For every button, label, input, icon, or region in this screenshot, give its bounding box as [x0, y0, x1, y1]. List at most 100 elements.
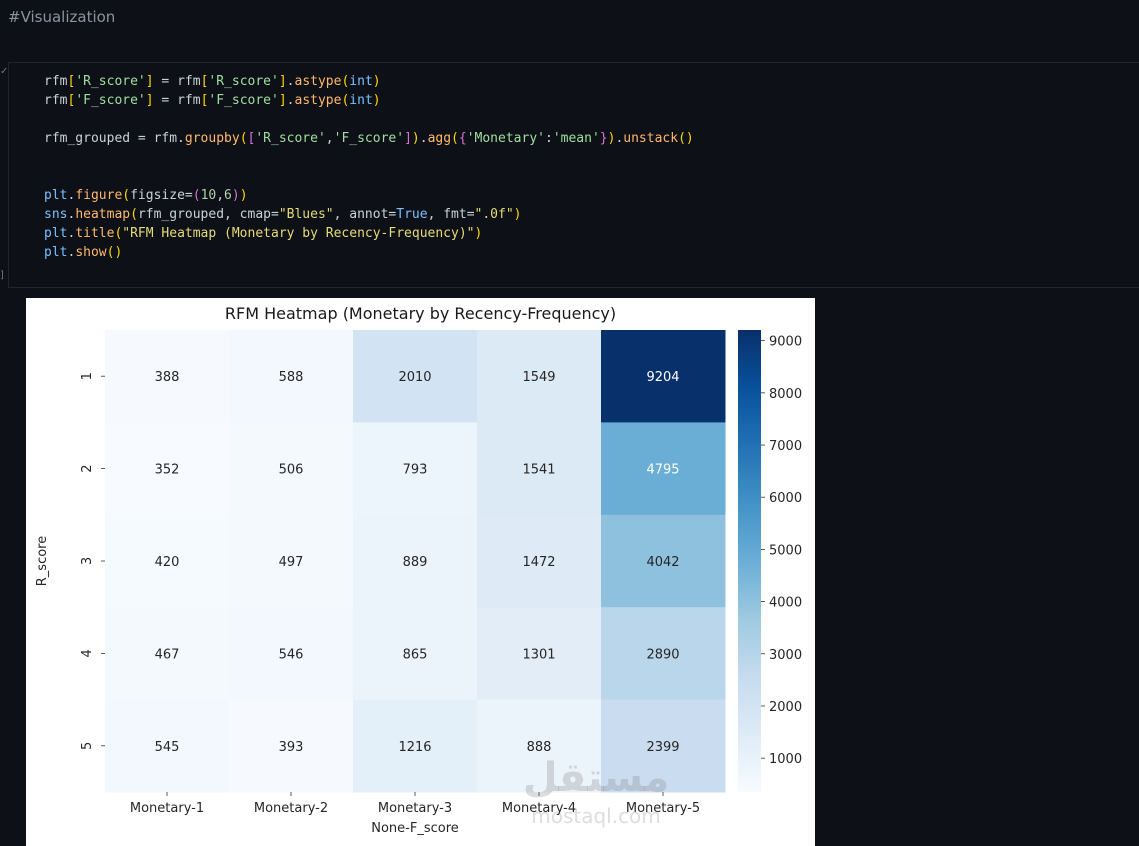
heatmap-cell: [477, 514, 602, 608]
code-token: = rfm: [153, 74, 201, 89]
cell-annotation: 420: [155, 555, 180, 570]
cell-annotation: 4042: [646, 555, 679, 570]
code-token: ]: [145, 74, 154, 89]
code-token: 6: [224, 188, 232, 203]
code-line[interactable]: plt.title("RFM Heatmap (Monetary by Rece…: [44, 224, 694, 243]
code-token: (: [239, 131, 248, 146]
x-tick-label: Monetary-4: [502, 801, 576, 816]
colorbar-tick-label: 3000: [769, 648, 802, 663]
code-line[interactable]: rfm['F_score'] = rfm['F_score'].astype(i…: [44, 91, 694, 110]
code-token: ,: [216, 188, 225, 203]
code-token: .: [67, 207, 76, 222]
cell-annotation: 545: [155, 740, 180, 755]
y-tick-label: 5: [80, 742, 95, 750]
code-token: , annot=: [333, 207, 397, 222]
code-token: sns: [44, 207, 68, 222]
heatmap-cell: [601, 699, 726, 793]
code-token: .: [67, 226, 76, 241]
cell-annotation: 2890: [646, 647, 679, 662]
heatmap-cell: [353, 422, 478, 516]
code-token: 'R_score': [255, 131, 326, 146]
code-token: = rfm: [153, 93, 201, 108]
code-line[interactable]: rfm_grouped = rfm.groupby(['R_score','F_…: [44, 129, 694, 148]
code-token: "Blues": [278, 207, 334, 222]
y-tick-label: 2: [80, 464, 95, 472]
heatmap-cell: [353, 330, 478, 423]
code-token: (): [106, 245, 123, 260]
code-token: 'mean': [552, 131, 600, 146]
cell-annotation: 1216: [398, 740, 431, 755]
colorbar-tick-label: 7000: [769, 439, 802, 454]
x-tick-label: Monetary-2: [254, 801, 328, 816]
cell-annotation: 506: [279, 463, 304, 478]
heatmap-cell: [229, 422, 354, 516]
code-line[interactable]: [44, 167, 694, 186]
code-token: }: [599, 131, 608, 146]
code-token: .: [419, 131, 428, 146]
code-token: ]: [404, 131, 412, 146]
code-token: .: [67, 188, 76, 203]
code-token: rfm: [44, 74, 68, 89]
code-token: .: [67, 245, 76, 260]
code-token: ]: [278, 74, 287, 89]
code-line[interactable]: plt.figure(figsize=(10,6)): [44, 186, 694, 205]
heatmap-cell: [601, 607, 726, 701]
code-token: ]: [145, 93, 154, 108]
colorbar-tick-label: 2000: [769, 700, 802, 715]
code-line[interactable]: rfm['R_score'] = rfm['R_score'].astype(i…: [44, 72, 694, 91]
code-token: rfm_grouped = rfm.: [44, 131, 185, 146]
code-token: ): [607, 131, 616, 146]
heatmap-cell: [601, 330, 726, 423]
cell-annotation: 9204: [646, 370, 679, 385]
code-token: rfm_grouped, cmap=: [137, 207, 279, 222]
cell-annotation: 2399: [646, 740, 679, 755]
colorbar-tick-label: 1000: [769, 752, 802, 767]
code-token: unstack: [623, 131, 679, 146]
heatmap-cell: [353, 514, 478, 608]
code-token: [: [67, 93, 76, 108]
cell-output-marker: ]: [0, 270, 4, 281]
code-token: ]: [278, 93, 287, 108]
code-line[interactable]: plt.show(): [44, 243, 694, 262]
code-token: (): [678, 131, 694, 146]
y-tick-label: 4: [80, 649, 95, 657]
code-token: 'F_score': [333, 131, 405, 146]
code-line[interactable]: [44, 110, 694, 129]
watermark-logo: مستقل: [523, 755, 669, 801]
code-token: 10: [200, 188, 217, 203]
heatmap-cell: [477, 607, 602, 701]
heatmap-cell: [105, 330, 230, 423]
code-line[interactable]: sns.heatmap(rfm_grouped, cmap="Blues", a…: [44, 205, 694, 224]
heatmap-cell: [229, 514, 354, 608]
code-token: (: [192, 188, 201, 203]
heatmap-cell: [601, 422, 726, 516]
cell-annotation: 1549: [522, 370, 555, 385]
code-token: astype: [294, 93, 342, 108]
heatmap-cell: [353, 607, 478, 701]
code-token: heatmap: [75, 207, 131, 222]
code-token: [: [67, 74, 76, 89]
code-token: int: [349, 93, 373, 108]
cell-annotation: 793: [403, 463, 428, 478]
code-token: [: [200, 93, 209, 108]
chart-title: RFM Heatmap (Monetary by Recency-Frequen…: [224, 304, 617, 323]
cell-annotation: 588: [279, 370, 304, 385]
code-editor[interactable]: rfm['R_score'] = rfm['R_score'].astype(i…: [44, 72, 694, 262]
code-token: 'R_score': [75, 74, 146, 89]
code-line[interactable]: [44, 148, 694, 167]
code-token: ): [513, 207, 522, 222]
code-token: , fmt=: [427, 207, 475, 222]
code-token: (: [122, 188, 131, 203]
cell-collapse-icon[interactable]: ✓: [0, 66, 9, 77]
code-token: astype: [294, 74, 342, 89]
cell-annotation: 388: [155, 370, 180, 385]
code-token: plt: [44, 188, 68, 203]
cell-annotation: 865: [403, 647, 428, 662]
code-token: figure: [75, 188, 123, 203]
code-cell[interactable]: [8, 62, 1139, 288]
heatmap-cell: [601, 514, 726, 608]
code-token: .: [615, 131, 624, 146]
code-token: 'F_score': [75, 93, 146, 108]
heatmap-cell: [105, 607, 230, 701]
